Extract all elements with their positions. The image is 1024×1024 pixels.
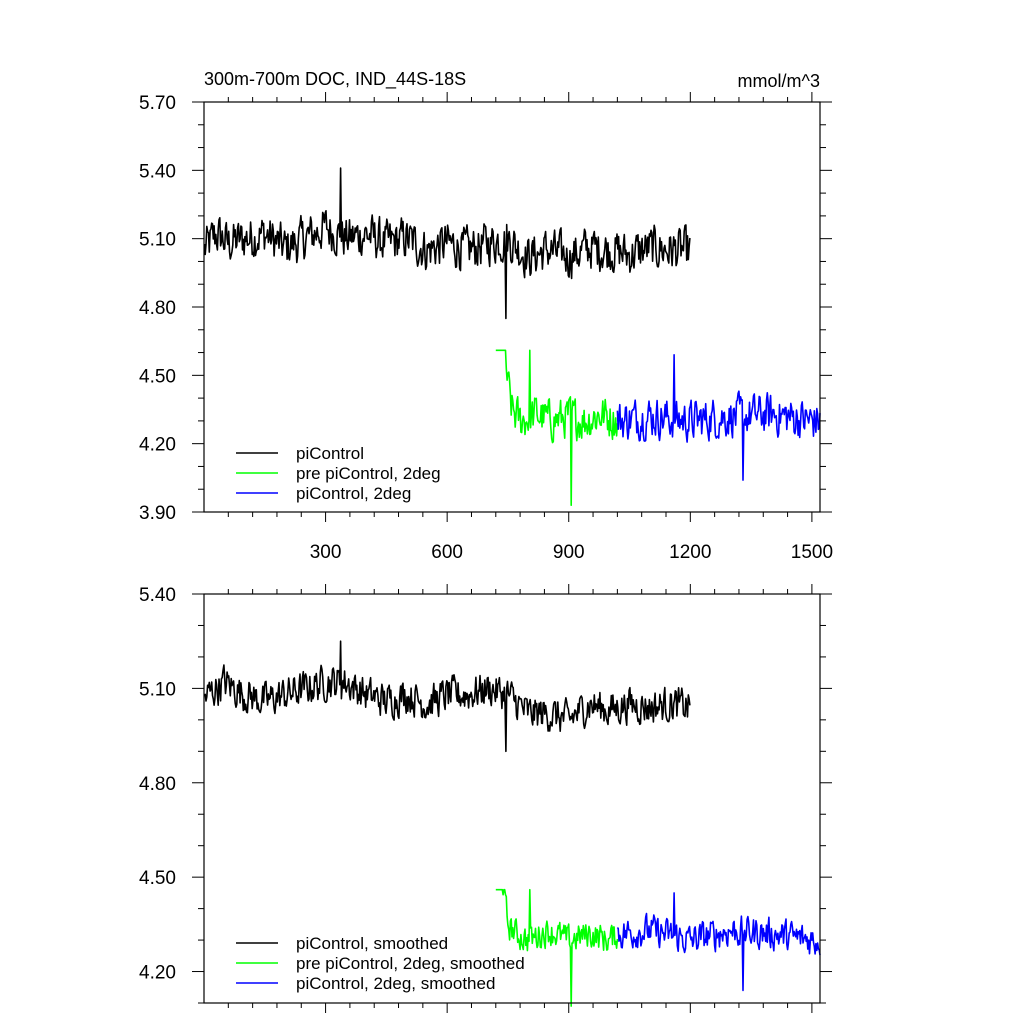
- axes-bottom: 4.20 4.50 4.80 5.10 5.40: [139, 584, 832, 1013]
- panel-top: 300m-700m DOC, IND_44S-18S mmol/m^3 300 6…: [139, 69, 833, 563]
- panel-bottom: 4.20 4.50 4.80 5.10 5.40 piControl, smoothed…: [139, 584, 832, 1013]
- y-tick-label: 4.50: [139, 868, 176, 889]
- y-tick-label: 3.90: [139, 503, 176, 524]
- series-line: [495, 349, 619, 506]
- y-tick-label: 5.10: [139, 230, 176, 251]
- series-line: [495, 888, 619, 1007]
- series-line: [203, 167, 691, 320]
- plot-lines-top: [203, 167, 821, 506]
- chart-title: 300m-700m DOC, IND_44S-18S: [204, 69, 466, 90]
- units-label: mmol/m^3: [738, 71, 820, 91]
- series-line: [616, 354, 821, 481]
- x-tick-label: 900: [553, 542, 585, 563]
- y-tick-label: 5.10: [139, 679, 176, 700]
- y-tick-label: 5.40: [139, 161, 176, 182]
- series-line: [616, 892, 821, 992]
- x-tick-label: 600: [431, 542, 463, 563]
- y-tick-label: 5.70: [139, 93, 176, 114]
- y-tick-label: 4.80: [139, 298, 176, 319]
- x-tick-label: 1200: [669, 542, 711, 563]
- plot-lines-bottom: [203, 640, 821, 1007]
- legend-label: piControl, smoothed: [296, 934, 448, 953]
- x-tick-label: 1500: [791, 542, 833, 563]
- y-tick-label: 4.20: [139, 435, 176, 456]
- x-tick-label: 300: [310, 542, 342, 563]
- series-line: [203, 640, 691, 753]
- legend-label: pre piControl, 2deg: [296, 464, 441, 483]
- legend-label: pre piControl, 2deg, smoothed: [296, 954, 525, 973]
- y-tick-label: 5.40: [139, 585, 176, 606]
- plot-frame: [203, 593, 821, 1004]
- y-tick-label: 4.50: [139, 366, 176, 387]
- legend-label: piControl, 2deg, smoothed: [296, 974, 495, 993]
- y-tick-label: 4.20: [139, 963, 176, 984]
- legend-label: piControl, 2deg: [296, 484, 411, 503]
- y-tick-label: 4.80: [139, 774, 176, 795]
- legend-label: piControl: [296, 444, 364, 463]
- axes-top: 300 600 900 1200 1500 3.90 4.20 4.50 4.80 5.10 5.4…: [139, 92, 833, 563]
